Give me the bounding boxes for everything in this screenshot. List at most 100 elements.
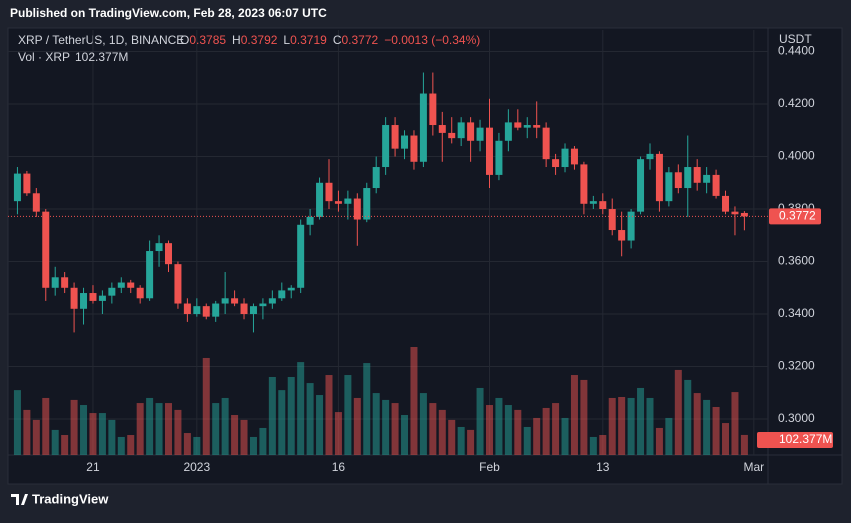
candle-body: [570, 148, 578, 165]
volume-bar: [561, 417, 569, 455]
candle-body: [344, 198, 352, 204]
candle-body: [363, 188, 371, 220]
candle-body: [684, 167, 692, 189]
candle-body: [278, 290, 286, 299]
volume-bar: [353, 397, 361, 455]
volume-bar: [684, 379, 692, 455]
x-tick-label: 2023: [183, 460, 210, 474]
volume-bar: [655, 427, 663, 455]
x-tick-label: Mar: [744, 460, 765, 474]
volume-bar: [306, 383, 314, 455]
volume-bar: [382, 399, 390, 455]
volume-bar: [391, 403, 399, 455]
candle-body: [240, 303, 248, 315]
volume-bar: [514, 409, 522, 455]
candle-body: [655, 153, 663, 202]
candle-body: [80, 293, 88, 309]
candle-body: [13, 173, 21, 202]
candle-body: [495, 140, 503, 175]
volume-bar: [419, 393, 427, 455]
volume-bar: [278, 390, 286, 455]
volume-bar: [23, 409, 31, 455]
volume-bar: [51, 429, 59, 455]
candle-body: [89, 293, 97, 301]
candle-body: [212, 303, 220, 317]
candle-body: [259, 303, 267, 307]
candle-body: [334, 201, 342, 204]
volume-bar: [637, 387, 645, 455]
volume-bar: [504, 405, 512, 455]
volume-bar: [61, 435, 69, 455]
candle-body: [249, 306, 257, 315]
volume-bar: [316, 395, 324, 455]
y-tick-label: 0.4400: [778, 44, 815, 58]
candle-body: [552, 159, 560, 168]
y-tick-label: 0.4200: [778, 96, 815, 110]
ohlc-key: C: [333, 33, 342, 47]
x-tick-label: 13: [596, 460, 610, 474]
x-tick-label: 21: [86, 460, 100, 474]
volume-bar: [589, 436, 597, 455]
volume-bar: [259, 427, 267, 455]
ohlc-value: 0.3785: [189, 33, 226, 47]
volume-bar: [372, 393, 380, 455]
candle-body: [136, 287, 144, 299]
volume-bar: [127, 435, 135, 455]
volume-bar: [401, 415, 409, 455]
candle-body: [693, 167, 701, 183]
candle-body: [740, 212, 748, 217]
candle-body: [637, 159, 645, 212]
candle-body: [108, 287, 116, 296]
candle-body: [523, 125, 531, 128]
candle-body: [287, 287, 295, 291]
volume-bar: [80, 405, 88, 455]
volume-bar: [363, 363, 371, 455]
candle-body: [372, 167, 380, 189]
y-tick-label: 0.4000: [778, 149, 815, 163]
volume-bar: [674, 369, 682, 455]
volume-bar: [212, 403, 220, 455]
candle-body: [561, 148, 569, 168]
candle-body: [703, 174, 711, 183]
volume-bar: [599, 435, 607, 455]
candle-body: [127, 282, 135, 288]
plot: [8, 30, 768, 455]
volume-bar: [712, 406, 720, 455]
candle-body: [646, 153, 654, 160]
candle-body: [155, 243, 163, 252]
volume-bar: [722, 423, 730, 455]
y-tick-label: 0.3200: [778, 359, 815, 373]
candle-body: [410, 135, 418, 162]
volume-bar: [731, 392, 739, 455]
volume-bar: [476, 387, 484, 455]
candle-body: [608, 209, 616, 231]
candle-body: [722, 195, 730, 212]
volume-bar: [552, 403, 560, 455]
y-tick-label: 0.3400: [778, 306, 815, 320]
volume-bar: [429, 403, 437, 455]
volume-bar: [183, 433, 191, 455]
volume-bar: [438, 409, 446, 455]
x-tick-label: Feb: [479, 460, 500, 474]
candle-body: [51, 277, 59, 288]
price-tag: [769, 208, 821, 225]
candle-body: [599, 201, 607, 210]
volume-bar: [325, 375, 333, 455]
volume-bar: [174, 409, 182, 455]
ohlc-value: 0.3719: [290, 33, 327, 47]
volume-bar: [410, 347, 418, 455]
volume-bar: [703, 399, 711, 455]
candle-body: [476, 127, 484, 141]
volume-bar: [70, 399, 78, 455]
candle-body: [325, 182, 333, 202]
candle-body: [164, 243, 172, 265]
volume-bar: [13, 390, 21, 455]
candle-body: [353, 198, 361, 220]
candle-body: [221, 298, 229, 304]
volume-bar: [646, 397, 654, 455]
volume-bar: [98, 413, 106, 455]
candle-body: [514, 122, 522, 128]
volume-bar: [108, 419, 116, 455]
candle-body: [419, 93, 427, 162]
